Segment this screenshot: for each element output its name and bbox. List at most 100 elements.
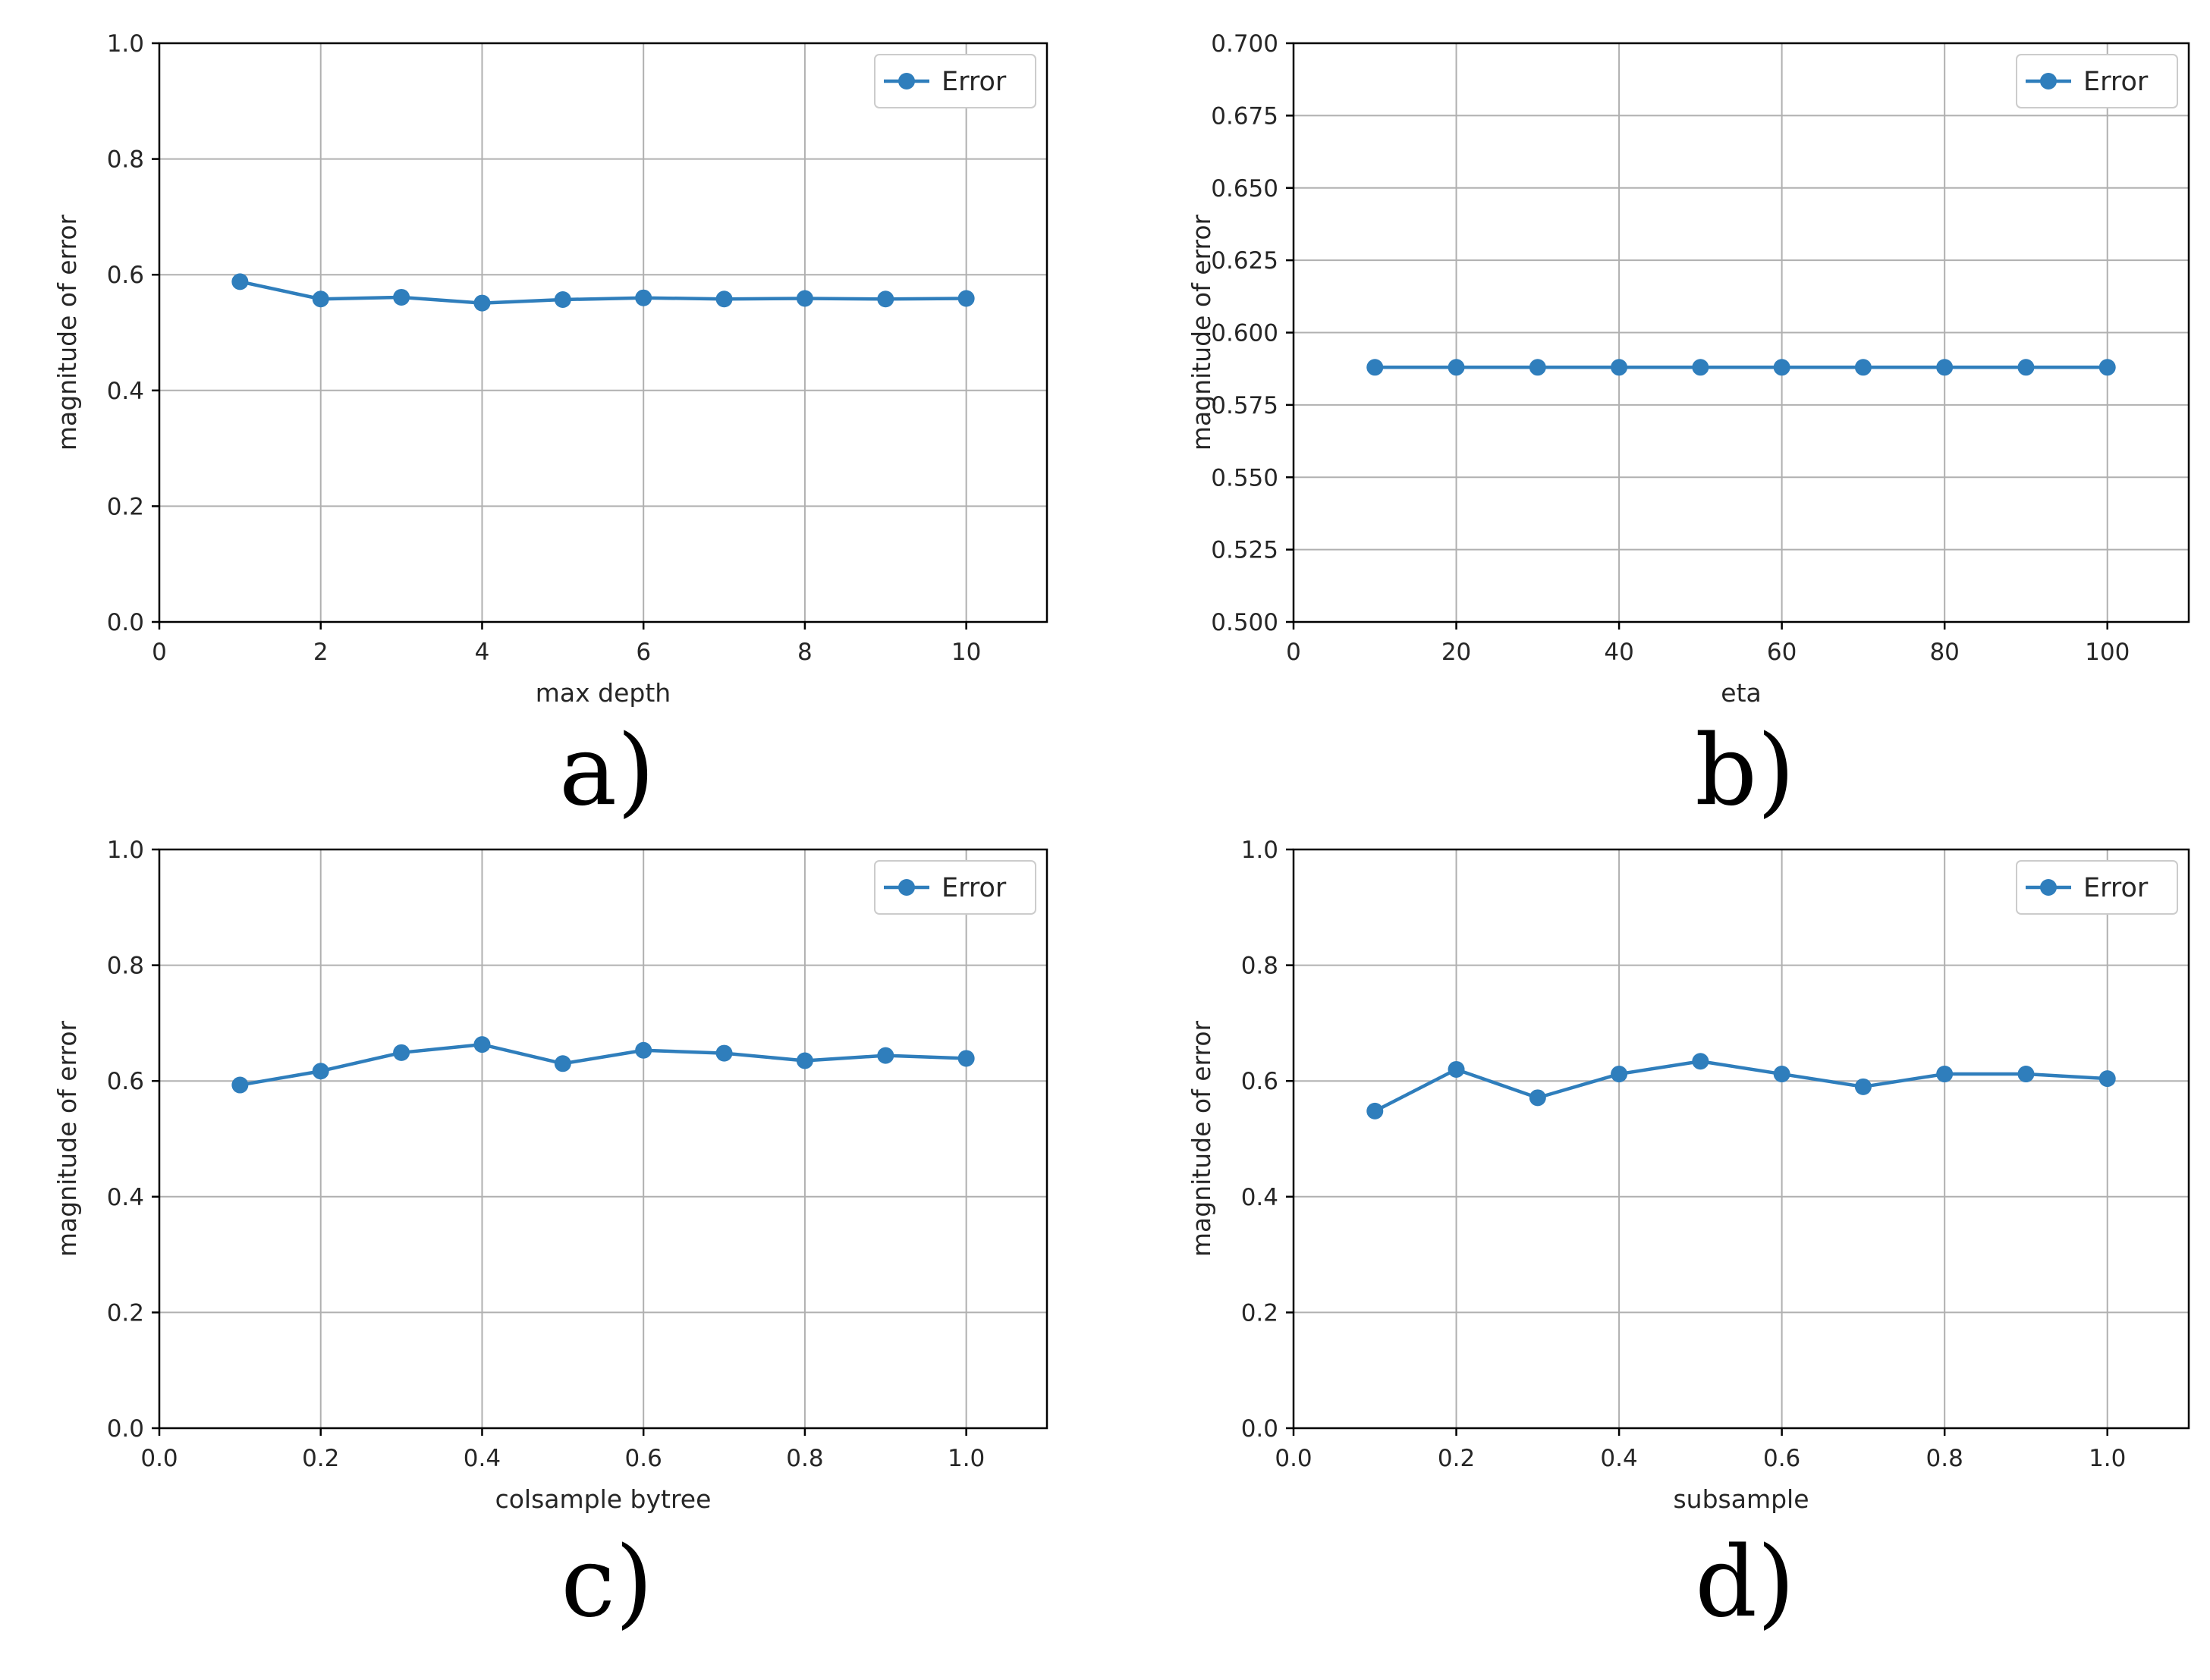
x-tick-label: 1.0	[948, 1445, 985, 1472]
data-point	[554, 291, 571, 309]
data-point	[1366, 1102, 1384, 1119]
x-tick-label: 0	[152, 639, 167, 666]
x-tick-label: 0.2	[1438, 1445, 1475, 1472]
legend-box	[874, 860, 1036, 915]
data-point	[635, 1041, 652, 1059]
y-axis-label: magnitude of error	[1187, 1020, 1216, 1257]
y-tick-label: 0.550	[1211, 464, 1278, 491]
x-tick-label: 6	[636, 639, 651, 666]
x-tick-label: 2	[313, 639, 329, 666]
y-tick-label: 0.2	[1241, 1299, 1278, 1327]
legend-label: Error	[942, 873, 1007, 903]
legend-label: Error	[2083, 67, 2149, 97]
legend-marker	[2040, 879, 2057, 896]
legend-box	[874, 54, 1036, 108]
x-tick-label: 60	[1767, 639, 1797, 666]
data-point	[1448, 359, 1465, 376]
legend-marker	[2040, 73, 2057, 89]
data-point	[1854, 359, 1872, 376]
x-tick-label: 20	[1441, 639, 1471, 666]
y-axis-label: magnitude of error	[52, 1020, 82, 1257]
y-tick-label: 0.625	[1211, 247, 1278, 275]
panel-label: b)	[1695, 714, 1795, 827]
y-tick-label: 0.650	[1211, 175, 1278, 203]
y-tick-label: 1.0	[107, 30, 144, 58]
data-point	[1692, 1053, 1709, 1070]
data-point	[796, 290, 813, 307]
x-tick-label: 0.8	[786, 1445, 823, 1472]
data-point	[635, 289, 652, 306]
y-tick-label: 0.0	[1241, 1415, 1278, 1443]
y-axis-label: magnitude of error	[52, 214, 82, 451]
x-tick-label: 80	[1929, 639, 1959, 666]
data-point	[2017, 1066, 2035, 1083]
y-tick-label: 0.2	[107, 493, 144, 520]
x-tick-label: 0.4	[1600, 1445, 1637, 1472]
data-point	[1854, 1078, 1872, 1095]
y-tick-label: 0.0	[107, 1415, 144, 1443]
x-tick-label: 40	[1604, 639, 1633, 666]
y-tick-label: 0.600	[1211, 320, 1278, 347]
chart-panel-3: 0.0 0.2 0.4 0.6 0.8 1.0 0.0 0.2 0.4 0.6 0.8 1.0 cols…	[52, 837, 1048, 1639]
data-point	[1529, 359, 1546, 376]
y-tick-label: 1.0	[1241, 837, 1278, 864]
y-tick-label: 0.2	[107, 1299, 144, 1327]
y-tick-label: 0.4	[1241, 1184, 1278, 1211]
chart-panel-1: 0 2 4 6 8 10 0.0 0.2 0.4 0.6 0.8 1.0 max depth magnit…	[52, 30, 1048, 827]
y-tick-label: 0.6	[1241, 1068, 1278, 1095]
axes-frame	[158, 848, 1048, 1430]
x-tick-label: 0.6	[1763, 1445, 1800, 1472]
y-tick-label: 0.8	[107, 146, 144, 174]
axes-frame	[1292, 848, 2190, 1430]
data-point	[231, 273, 249, 290]
x-tick-label: 10	[951, 639, 981, 666]
data-point	[1448, 1060, 1465, 1078]
data-point	[393, 1044, 410, 1061]
y-axis-label: magnitude of error	[1187, 214, 1216, 451]
data-point	[715, 290, 733, 308]
y-tick-label: 0.6	[107, 262, 144, 289]
data-point	[957, 1050, 975, 1067]
y-tick-label: 0.500	[1211, 609, 1278, 636]
x-tick-label: 0.2	[302, 1445, 339, 1472]
data-point	[2098, 1070, 2116, 1088]
data-point	[1611, 359, 1628, 376]
x-tick-label: 0.0	[1275, 1445, 1312, 1472]
x-axis-label: subsample	[1673, 1484, 1809, 1514]
chart-panel-2: 0 20 40 60 80 100 0.500 0.525 0.550 0.575 0.600 0.6…	[1187, 30, 2190, 827]
x-axis-label: max depth	[536, 678, 671, 708]
legend-label: Error	[2083, 873, 2149, 903]
x-tick-label: 100	[2085, 639, 2130, 666]
legend-marker	[898, 879, 915, 896]
legend-box	[2016, 54, 2178, 108]
y-tick-label: 0.0	[107, 609, 144, 636]
data-point	[957, 290, 975, 307]
data-point	[473, 1036, 491, 1054]
data-point	[796, 1052, 813, 1069]
data-point	[231, 1076, 249, 1094]
chart-panel-4: 0.0 0.2 0.4 0.6 0.8 1.0 0.0 0.2 0.4 0.6 0.8 1.0 subs…	[1187, 837, 2190, 1639]
y-tick-label: 0.4	[107, 1184, 144, 1211]
x-axis-label: colsample bytree	[495, 1484, 712, 1514]
y-tick-label: 0.8	[107, 953, 144, 980]
legend-label: Error	[942, 67, 1007, 97]
y-tick-label: 0.575	[1211, 392, 1278, 419]
x-tick-label: 0.6	[625, 1445, 662, 1472]
y-tick-label: 0.8	[1241, 953, 1278, 980]
x-axis-label: eta	[1721, 678, 1761, 708]
x-tick-label: 0.4	[464, 1445, 501, 1472]
x-tick-label: 0.8	[1926, 1445, 1963, 1472]
data-point	[2017, 359, 2035, 376]
data-point	[473, 294, 491, 312]
panel-label: c)	[561, 1526, 653, 1639]
data-point	[1773, 1066, 1790, 1083]
legend-box	[2016, 860, 2178, 915]
data-point	[1936, 1066, 1954, 1083]
data-point	[312, 290, 329, 308]
data-point	[393, 288, 410, 306]
data-point	[715, 1044, 733, 1062]
x-tick-label: 4	[475, 639, 490, 666]
x-tick-label: 0.0	[140, 1445, 178, 1472]
legend-marker	[898, 73, 915, 89]
